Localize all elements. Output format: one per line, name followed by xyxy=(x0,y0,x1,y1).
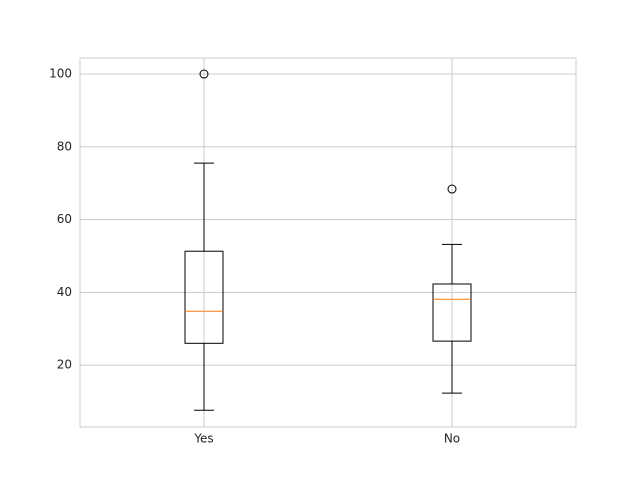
flier xyxy=(199,69,209,79)
flier xyxy=(447,184,457,194)
y-tick-label: 80 xyxy=(57,139,72,153)
marks-layer xyxy=(184,69,472,411)
x-tick-label: Yes xyxy=(193,432,213,446)
box xyxy=(184,250,224,344)
box xyxy=(432,283,472,342)
y-tick-label: 100 xyxy=(49,67,72,81)
plot-area xyxy=(80,58,576,427)
y-tick-label: 20 xyxy=(57,358,72,372)
axes-frame xyxy=(79,57,577,428)
x-tick-label: No xyxy=(444,432,460,446)
y-tick-label: 60 xyxy=(57,212,72,226)
y-tick-label: 40 xyxy=(57,285,72,299)
